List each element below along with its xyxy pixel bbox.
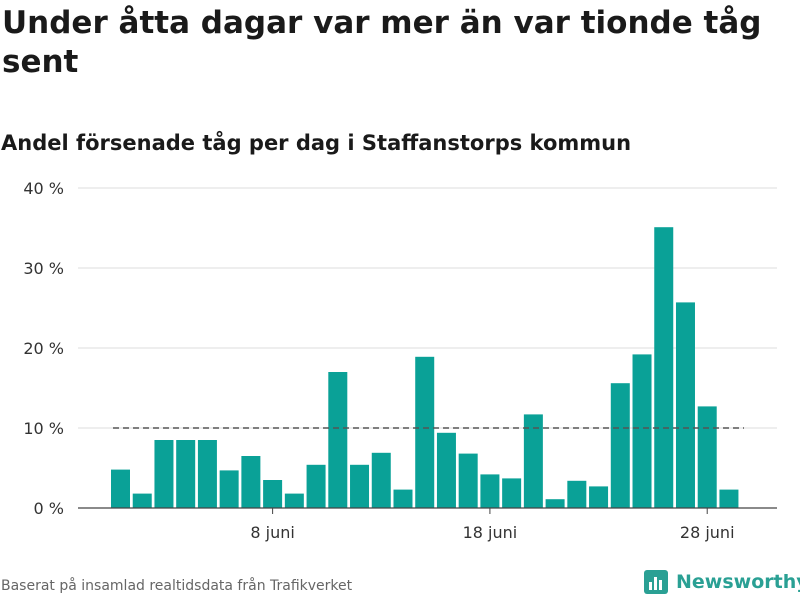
bar bbox=[132, 493, 152, 508]
x-tick-label: 18 juni bbox=[463, 523, 518, 542]
bar bbox=[154, 440, 174, 508]
x-tick-label: 28 juni bbox=[680, 523, 735, 542]
bar bbox=[632, 354, 652, 508]
bar bbox=[111, 469, 130, 508]
bar bbox=[284, 493, 304, 508]
chart-logo-icon bbox=[644, 570, 668, 594]
bar bbox=[436, 432, 456, 508]
bar bbox=[393, 489, 413, 508]
brand-logo[interactable]: Newsworthy bbox=[644, 570, 800, 594]
bar bbox=[502, 478, 522, 508]
y-tick-label: 0 % bbox=[34, 499, 64, 518]
bar bbox=[176, 440, 196, 508]
chart-title: Under åtta dagar var mer än var tionde t… bbox=[2, 5, 762, 80]
bar bbox=[719, 489, 739, 508]
bar bbox=[675, 302, 695, 508]
bar bbox=[371, 452, 391, 508]
bar bbox=[480, 474, 500, 508]
source-note: Baserat på insamlad realtidsdata från Tr… bbox=[1, 578, 353, 594]
bar bbox=[415, 356, 435, 508]
y-tick-label: 30 % bbox=[23, 259, 64, 278]
bar bbox=[567, 480, 587, 508]
bar bbox=[219, 470, 239, 508]
bar-chart: 0 % 10 % 20 % 30 % 40 % 8 juni 18 juni 28 juni bbox=[23, 179, 777, 542]
bar bbox=[523, 414, 543, 508]
x-tick-label: 8 juni bbox=[250, 523, 294, 542]
y-tick-label: 20 % bbox=[23, 339, 64, 358]
bar bbox=[654, 227, 674, 508]
bar bbox=[241, 456, 261, 508]
axes: 0 % 10 % 20 % 30 % 40 % 8 juni 18 juni 28 juni bbox=[23, 179, 777, 542]
bar bbox=[306, 464, 326, 508]
bar bbox=[263, 480, 283, 508]
bar bbox=[458, 453, 478, 508]
bar bbox=[589, 486, 609, 508]
bar bbox=[350, 464, 370, 508]
y-tick-label: 40 % bbox=[23, 179, 64, 198]
y-tick-label: 10 % bbox=[23, 419, 64, 438]
chart-subtitle: Andel försenade tåg per dag i Staffansto… bbox=[1, 131, 632, 155]
bar bbox=[328, 372, 348, 508]
bars bbox=[111, 227, 739, 508]
bar bbox=[610, 383, 630, 508]
bar bbox=[197, 440, 217, 508]
bar bbox=[545, 499, 565, 508]
brand-name: Newsworthy bbox=[676, 571, 800, 593]
bar bbox=[697, 406, 717, 508]
